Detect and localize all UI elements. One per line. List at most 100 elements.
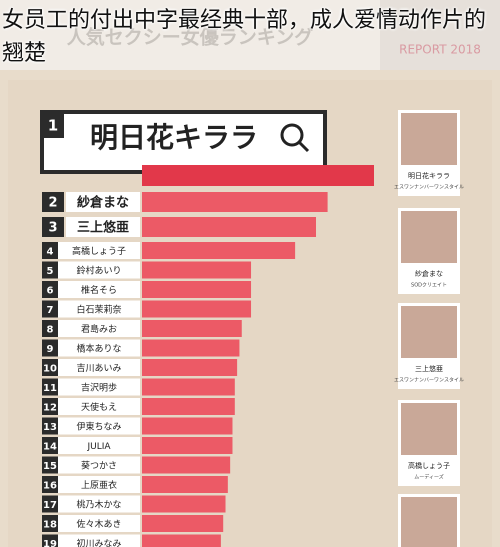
name-label: 橋本ありな [76,343,121,355]
profile-column: 明日花キララエスワンナンバーワンスタイル紗倉まなSODクリエイト三上悠亜エスワン… [394,110,464,547]
profile-name: 紗倉まな [415,269,443,278]
rank-label: 7 [47,305,54,316]
name-label: JULIA [86,442,111,452]
rank-label: 5 [47,266,54,277]
name-label: 高橋しょう子 [72,245,126,257]
name-label: 伊東ちなみ [76,421,121,433]
name-cell [58,476,140,493]
profile-name: 高橋しょう子 [408,461,450,470]
ranking-chart: 1 明日花キララ 2 紗倉まな 3 三上悠亜 4 高橋しょう子 5 鈴村あいり 6 椎名そら 7 白石茉莉… [40,110,374,547]
rank-label: 3 [48,221,57,236]
label-box [398,458,460,486]
header-title: 人気セクシー女優ランキング [67,26,313,49]
rank-box [42,515,58,532]
bar [142,192,328,212]
rank-box [42,398,58,415]
name-label: 吉川あいみ [76,363,121,374]
bar [142,476,228,493]
bar [142,300,252,318]
rank-label: 12 [43,403,57,414]
rank-box [42,476,58,493]
rank-box [42,261,58,279]
rank-label: 11 [43,383,57,394]
name-label: 佐々木あき [76,518,121,530]
label-box [398,361,460,389]
rank-box [42,359,58,376]
name-label: 椎名そら [81,284,117,296]
bar [142,437,233,454]
name-label: 天使もえ [81,401,117,413]
label-box [398,168,460,196]
name-cell [66,192,140,212]
name-cell [58,359,140,376]
bar [142,281,252,298]
bar [142,456,231,474]
rank-label: 2 [48,196,57,211]
bar [142,495,226,513]
name-cell [58,242,140,259]
rank-label: 15 [43,461,57,472]
rank-box [42,320,58,337]
search-icon-handle [297,140,310,153]
photo [401,497,457,547]
rank-label: 10 [43,364,57,375]
name-label: 桃乃木かな [76,499,121,511]
name-cell [58,300,140,318]
bar [142,165,374,186]
name-label: 三上悠亜 [77,220,129,236]
rank-box [42,242,58,259]
name-cell [58,437,140,454]
rank-box [42,192,64,212]
bar [142,417,233,435]
bar [142,339,240,357]
name-label: 鈴村あいり [76,265,121,277]
rank-box [42,456,58,474]
rank-label: 16 [43,481,57,492]
rank-label: 6 [47,286,54,297]
photo [401,113,457,165]
top-name-box [40,110,327,174]
name-label: 上原亜衣 [81,479,117,491]
rank-box [42,112,64,138]
search-icon [280,123,304,147]
profile-agency: ムーディーズ [414,474,443,481]
bar [142,242,296,259]
rank-label: 4 [47,247,54,258]
rank-box [42,437,58,454]
name-label: 白石茉莉奈 [76,304,121,316]
profile-agency: エスワンナンバーワンスタイル [394,184,464,191]
name-cell [58,339,140,357]
name-cell [58,456,140,474]
bar [142,534,221,547]
rank-label: 18 [43,520,57,531]
rank-label: 13 [43,422,57,433]
bar [142,217,316,237]
rank-label: 8 [47,325,54,336]
rank-box [42,378,58,396]
rank-label: 9 [47,344,54,355]
bar [142,515,224,532]
label-box [398,266,460,294]
rank-box [42,417,58,435]
rank-label: 1 [48,117,58,135]
profile-agency: SODクリエイト [411,283,447,289]
top-name: 明日花キララ [90,121,258,154]
caption: 女员工的付出中字最经典十部，成人爱情动作片的翘楚 [2,8,487,66]
photo [401,211,457,263]
rank-label: 14 [43,442,57,453]
name-cell [58,534,140,547]
profile-name: 三上悠亜 [415,364,443,373]
rank-box [42,300,58,318]
rank-label: 17 [43,500,57,511]
rank-box [42,217,64,237]
name-cell [66,217,140,237]
bar [142,378,235,396]
name-cell [58,417,140,435]
name-cell [58,378,140,396]
bar [142,359,238,376]
report-label: REPORT 2018 [399,43,481,57]
profile-agency: エスワンナンバーワンスタイル [394,377,464,384]
name-label: 紗倉まな [77,195,129,211]
